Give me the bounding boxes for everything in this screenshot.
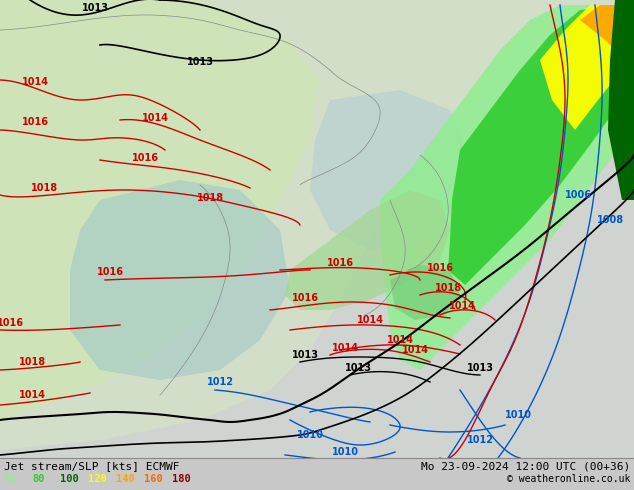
- Text: 120: 120: [88, 474, 107, 484]
- Polygon shape: [448, 5, 634, 285]
- Text: 1014: 1014: [18, 390, 46, 400]
- Text: 1016: 1016: [22, 117, 48, 127]
- Polygon shape: [0, 0, 320, 420]
- Text: 1016: 1016: [327, 258, 354, 268]
- Text: © weatheronline.co.uk: © weatheronline.co.uk: [507, 474, 630, 484]
- Text: 1012: 1012: [207, 377, 233, 387]
- Text: 1013: 1013: [292, 350, 318, 360]
- Text: 1018: 1018: [18, 357, 46, 367]
- Text: 1010: 1010: [332, 447, 358, 457]
- Text: 1013: 1013: [467, 363, 493, 373]
- Polygon shape: [285, 190, 450, 310]
- Polygon shape: [390, 265, 460, 320]
- Polygon shape: [580, 5, 634, 55]
- Text: 60: 60: [4, 474, 16, 484]
- Text: Mo 23-09-2024 12:00 UTC (00+36): Mo 23-09-2024 12:00 UTC (00+36): [421, 461, 630, 471]
- Text: Jet stream/SLP [kts] ECMWF: Jet stream/SLP [kts] ECMWF: [4, 461, 179, 471]
- Text: 1012: 1012: [467, 435, 493, 445]
- Text: 1008: 1008: [597, 215, 624, 225]
- Text: 1016: 1016: [427, 263, 453, 273]
- Text: 1018: 1018: [32, 183, 58, 193]
- Text: 140: 140: [116, 474, 135, 484]
- Text: 1014: 1014: [332, 343, 358, 353]
- Polygon shape: [608, 0, 634, 200]
- Text: 1016: 1016: [131, 153, 158, 163]
- Polygon shape: [70, 180, 290, 380]
- Text: 80: 80: [32, 474, 44, 484]
- Text: 1016: 1016: [96, 267, 124, 277]
- Text: 1018: 1018: [434, 283, 462, 293]
- Polygon shape: [310, 90, 470, 250]
- Text: 1014: 1014: [141, 113, 169, 123]
- Text: 180: 180: [172, 474, 191, 484]
- Text: 1014: 1014: [22, 77, 48, 87]
- Polygon shape: [540, 5, 634, 130]
- Text: 1014: 1014: [387, 335, 413, 345]
- Text: 160: 160: [144, 474, 163, 484]
- Polygon shape: [0, 0, 634, 450]
- Text: 1013: 1013: [344, 363, 372, 373]
- Text: 1016: 1016: [0, 318, 23, 328]
- Text: 1013: 1013: [186, 57, 214, 67]
- Text: 1018: 1018: [197, 193, 224, 203]
- Polygon shape: [380, 5, 634, 370]
- Text: 1014: 1014: [356, 315, 384, 325]
- Text: 1014: 1014: [401, 345, 429, 355]
- Text: 1014: 1014: [448, 301, 476, 311]
- Text: 1006: 1006: [564, 190, 592, 200]
- Text: 1010: 1010: [505, 410, 531, 420]
- Text: 1016: 1016: [292, 293, 318, 303]
- Text: 1013: 1013: [82, 3, 108, 13]
- Text: 1010: 1010: [297, 430, 323, 440]
- Bar: [0, 458, 634, 490]
- Text: 100: 100: [60, 474, 79, 484]
